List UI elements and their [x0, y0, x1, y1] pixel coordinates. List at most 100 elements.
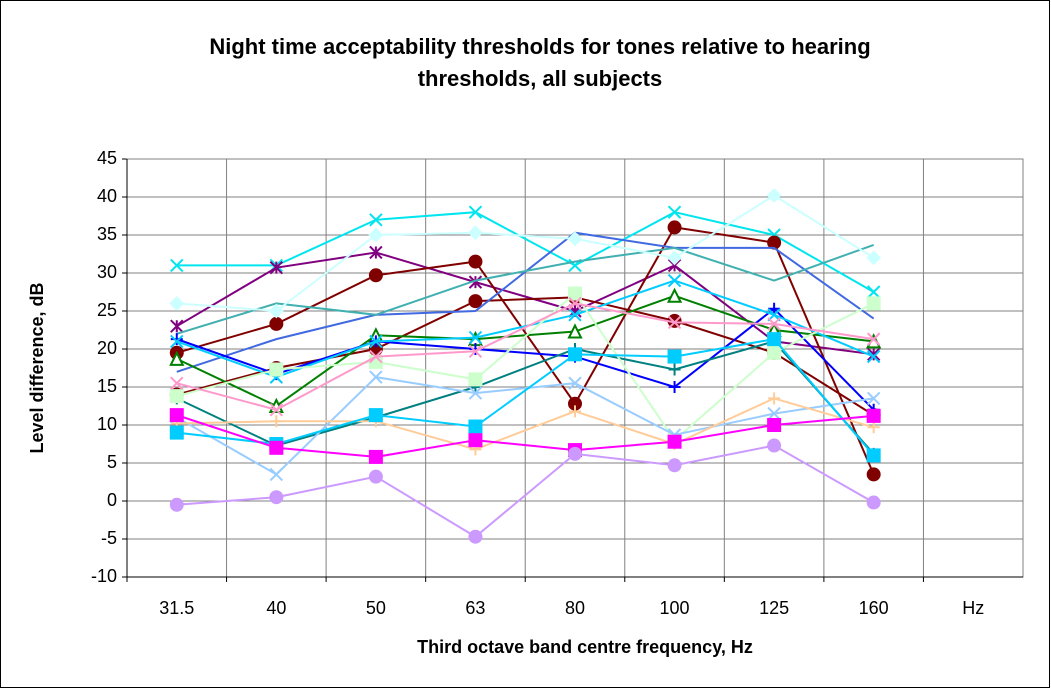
marker [468, 386, 483, 400]
marker [169, 497, 184, 512]
marker [268, 303, 284, 319]
marker [368, 449, 383, 464]
marker [667, 220, 682, 235]
y-tick-label: 25 [97, 300, 117, 320]
marker [667, 315, 682, 330]
marker [369, 370, 383, 384]
x-tick-label: 50 [366, 598, 386, 618]
marker [866, 448, 881, 463]
marker [369, 213, 383, 227]
series-line [176, 397, 874, 451]
x-tick-label: 100 [660, 598, 690, 618]
series-line [176, 211, 875, 293]
marker [269, 316, 284, 331]
series-line [176, 251, 874, 356]
marker [866, 296, 881, 311]
marker [568, 376, 582, 390]
marker [170, 258, 184, 273]
series-line [176, 243, 875, 335]
marker [169, 295, 185, 311]
marker [270, 415, 283, 428]
marker [369, 334, 383, 349]
series-line [176, 302, 874, 411]
marker [468, 344, 483, 358]
marker [866, 285, 881, 299]
series-line [176, 226, 875, 475]
y-tick-label: -5 [101, 528, 117, 548]
series-line [176, 338, 875, 457]
marker [568, 296, 582, 311]
marker [368, 227, 384, 243]
marker [666, 287, 683, 303]
series-line [176, 292, 875, 442]
marker [468, 205, 483, 219]
marker [468, 294, 483, 309]
marker [169, 389, 184, 404]
y-tick-label: 10 [97, 414, 117, 434]
y-tick-label: 15 [97, 376, 117, 396]
marker [368, 268, 383, 283]
series-line [176, 376, 874, 476]
y-tick-label: 5 [107, 452, 117, 472]
x-tick-label: Hz [962, 598, 984, 618]
marker [169, 408, 184, 423]
marker [866, 332, 881, 346]
marker [468, 529, 483, 544]
marker [170, 334, 184, 349]
marker [667, 205, 682, 219]
series-line [176, 340, 875, 455]
y-tick-label: 45 [97, 148, 117, 168]
marker [468, 275, 483, 289]
marker [368, 469, 383, 484]
marker [768, 392, 781, 405]
marker [468, 433, 483, 448]
x-tick-label: 80 [565, 598, 585, 618]
marker [768, 302, 781, 315]
marker [866, 467, 881, 482]
marker [767, 345, 782, 360]
marker [668, 363, 681, 376]
marker [568, 286, 582, 301]
marker [667, 250, 682, 266]
marker [866, 408, 881, 423]
chart-title: thresholds, all subjects [418, 66, 663, 91]
y-tick-label: -10 [91, 566, 117, 586]
marker [369, 349, 383, 364]
marker [468, 419, 483, 434]
marker [767, 406, 781, 421]
marker [866, 347, 881, 362]
y-tick-label: 40 [97, 186, 117, 206]
marker [866, 349, 881, 364]
y-axis-label: Level difference, dB [27, 282, 47, 453]
marker [269, 260, 284, 275]
marker [468, 330, 483, 345]
marker [766, 188, 782, 203]
marker [269, 490, 284, 505]
marker [667, 458, 682, 473]
marker [668, 381, 681, 393]
marker [667, 349, 682, 364]
marker [667, 434, 682, 449]
x-tick-label: 160 [859, 598, 889, 618]
marker [866, 495, 881, 510]
marker [269, 440, 284, 455]
marker [767, 418, 782, 432]
marker [269, 467, 284, 482]
series-line [176, 414, 874, 458]
series-line [176, 296, 875, 416]
marker [170, 333, 183, 346]
marker [170, 376, 184, 390]
marker [767, 235, 782, 250]
marker [468, 225, 483, 241]
x-tick-label: 40 [266, 598, 286, 618]
marker [867, 421, 880, 434]
marker [169, 425, 184, 440]
marker [866, 250, 882, 266]
marker [567, 231, 583, 247]
chart-title: Night time acceptability thresholds for … [209, 34, 870, 59]
marker [667, 273, 682, 288]
x-tick-label: 63 [465, 598, 485, 618]
marker [170, 319, 184, 333]
x-tick-label: 31.5 [159, 598, 194, 618]
marker [568, 446, 582, 461]
